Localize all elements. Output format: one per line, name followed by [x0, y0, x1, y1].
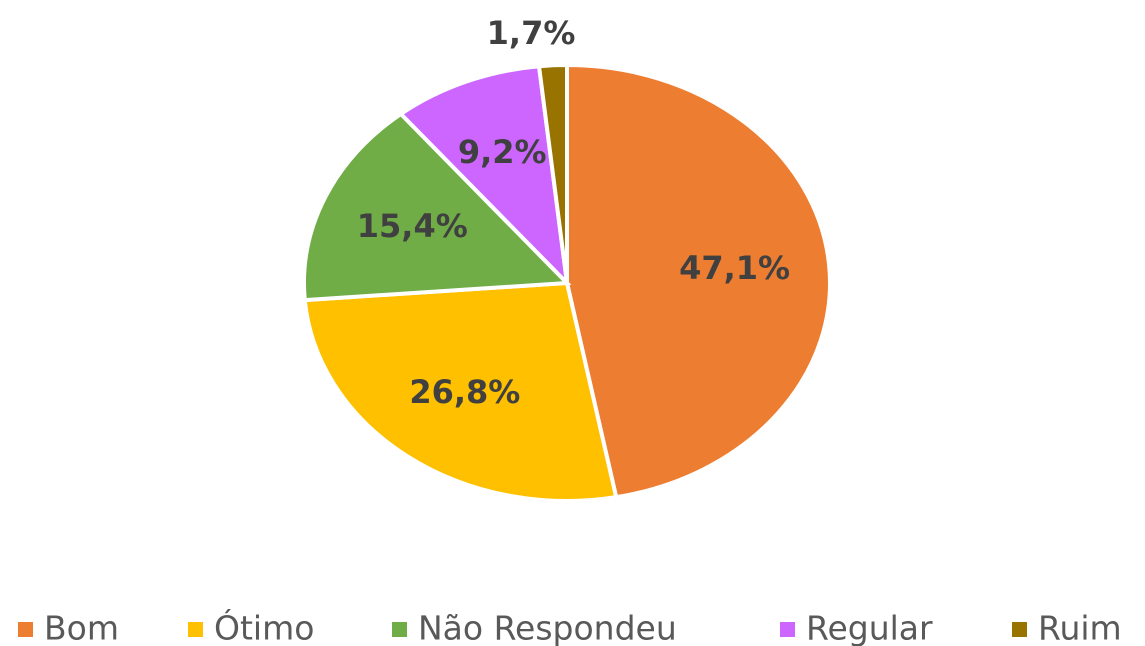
legend-label: Ótimo — [214, 608, 314, 646]
data-label: 1,7% — [487, 14, 576, 52]
data-label: 47,1% — [679, 249, 790, 287]
legend-swatch — [1012, 622, 1027, 637]
legend-swatch — [780, 622, 795, 637]
pie-slice — [302, 280, 619, 503]
data-label: 15,4% — [357, 207, 468, 245]
data-label: 26,8% — [409, 373, 520, 411]
legend-label: Ruim — [1038, 609, 1122, 646]
pie-slice — [397, 64, 570, 289]
legend-swatch — [392, 622, 407, 637]
legend-swatch — [188, 622, 203, 637]
pie-slice — [302, 111, 572, 303]
data-label: 9,2% — [458, 133, 547, 171]
legend-label: Não Respondeu — [418, 609, 677, 646]
legend-label: Regular — [806, 609, 933, 646]
pie-slice — [565, 62, 832, 500]
pie-slice — [536, 62, 569, 284]
legend-swatch — [18, 622, 33, 637]
legend-label: Bom — [44, 609, 119, 646]
